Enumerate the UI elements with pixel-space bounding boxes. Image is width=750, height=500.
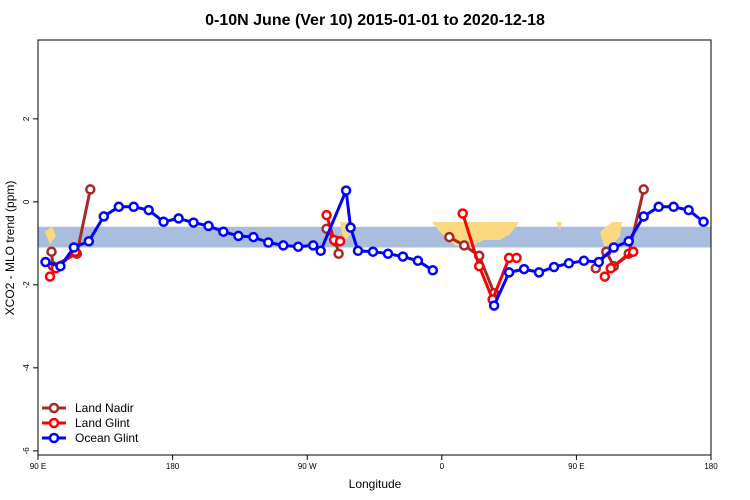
legend-label: Land Glint <box>75 416 130 430</box>
data-point <box>352 245 364 257</box>
data-point <box>563 258 575 269</box>
data-point <box>627 246 639 257</box>
x-tick-label: 0 <box>440 462 445 471</box>
x-axis: 90 E 180 90 W 0 90 E 180 <box>30 455 718 471</box>
data-point <box>367 246 379 257</box>
data-point <box>188 217 199 228</box>
legend-item: Land Nadir <box>42 401 134 415</box>
legend-item: Ocean Glint <box>42 431 139 445</box>
x-tick-label: 90 W <box>298 462 317 471</box>
x-tick-label: 90 E <box>30 462 46 471</box>
data-point <box>203 220 214 232</box>
data-point <box>85 184 96 195</box>
data-point <box>683 204 694 216</box>
chart-title: 0-10N June (Ver 10) 2015-01-01 to 2020-1… <box>205 12 545 29</box>
data-point <box>218 226 229 237</box>
data-point <box>315 245 326 257</box>
legend-item: Land Glint <box>42 416 130 430</box>
data-point <box>457 208 468 219</box>
y-tick-label: -6 <box>22 447 31 455</box>
data-point <box>143 204 154 216</box>
data-point <box>533 267 545 278</box>
land-region <box>556 222 562 230</box>
data-point <box>668 201 679 213</box>
legend-label: Land Nadir <box>75 401 134 415</box>
y-tick-label: 2 <box>22 116 31 121</box>
data-point <box>698 216 709 228</box>
data-point <box>593 256 605 268</box>
data-point <box>578 255 590 267</box>
data-point <box>397 251 409 262</box>
data-point <box>248 231 259 243</box>
data-point <box>340 185 352 196</box>
legend-label: Ocean Glint <box>75 431 139 445</box>
series-line <box>45 189 434 272</box>
data-point <box>382 248 394 259</box>
legend-swatch-point <box>48 417 60 429</box>
series-ocean-glint <box>40 185 709 311</box>
legend-swatch-point <box>48 402 60 414</box>
x-tick-label: 180 <box>704 462 718 471</box>
y-axis-label: XCO2 - MLO trend (ppm) <box>3 181 17 316</box>
data-point <box>307 240 319 251</box>
data-point <box>412 255 424 267</box>
legend-swatch-point <box>48 432 60 444</box>
series-line <box>448 235 496 294</box>
plot-frame <box>37 39 712 456</box>
y-tick-label: -2 <box>22 281 31 289</box>
data-point <box>55 260 66 272</box>
data-point <box>158 216 169 228</box>
data-point <box>503 267 515 278</box>
model-band <box>38 226 711 248</box>
data-point <box>518 263 530 275</box>
data-point <box>128 201 139 213</box>
data-point <box>511 252 522 264</box>
land-region <box>600 222 622 246</box>
data-point <box>599 271 611 282</box>
land-region <box>45 226 56 244</box>
data-point <box>44 271 56 282</box>
data-point <box>83 236 95 247</box>
data-point <box>333 248 344 259</box>
data-point <box>653 201 664 213</box>
series-land-glint <box>44 208 639 305</box>
plot-area <box>38 184 711 311</box>
data-point <box>638 184 649 195</box>
data-point <box>278 240 289 251</box>
data-point <box>233 230 244 242</box>
data-point <box>488 300 500 311</box>
data-point <box>113 201 125 213</box>
data-point <box>623 236 634 247</box>
y-tick-label: 0 <box>22 199 31 204</box>
data-point <box>68 242 80 253</box>
x-tick-label: 180 <box>166 462 180 471</box>
data-point <box>292 241 304 252</box>
data-point <box>458 240 470 251</box>
series-line <box>492 205 705 307</box>
data-point <box>40 256 51 268</box>
data-point <box>345 222 356 233</box>
data-point <box>427 265 439 276</box>
data-point <box>638 211 649 222</box>
data-point <box>321 209 332 221</box>
x-tick-label: 90 E <box>568 462 584 471</box>
data-point <box>608 242 620 253</box>
data-point <box>46 246 57 257</box>
data-point <box>173 213 184 224</box>
x-axis-label: Longitude <box>349 477 402 491</box>
data-point <box>473 260 485 272</box>
data-point <box>263 237 274 248</box>
data-point <box>98 211 110 222</box>
data-point <box>444 231 455 243</box>
data-point <box>334 236 346 247</box>
data-point <box>605 263 617 274</box>
data-point <box>548 261 560 273</box>
y-axis: -6 -4 -2 0 2 <box>22 116 38 454</box>
y-tick-label: -4 <box>22 364 31 372</box>
series-layer <box>40 184 709 311</box>
